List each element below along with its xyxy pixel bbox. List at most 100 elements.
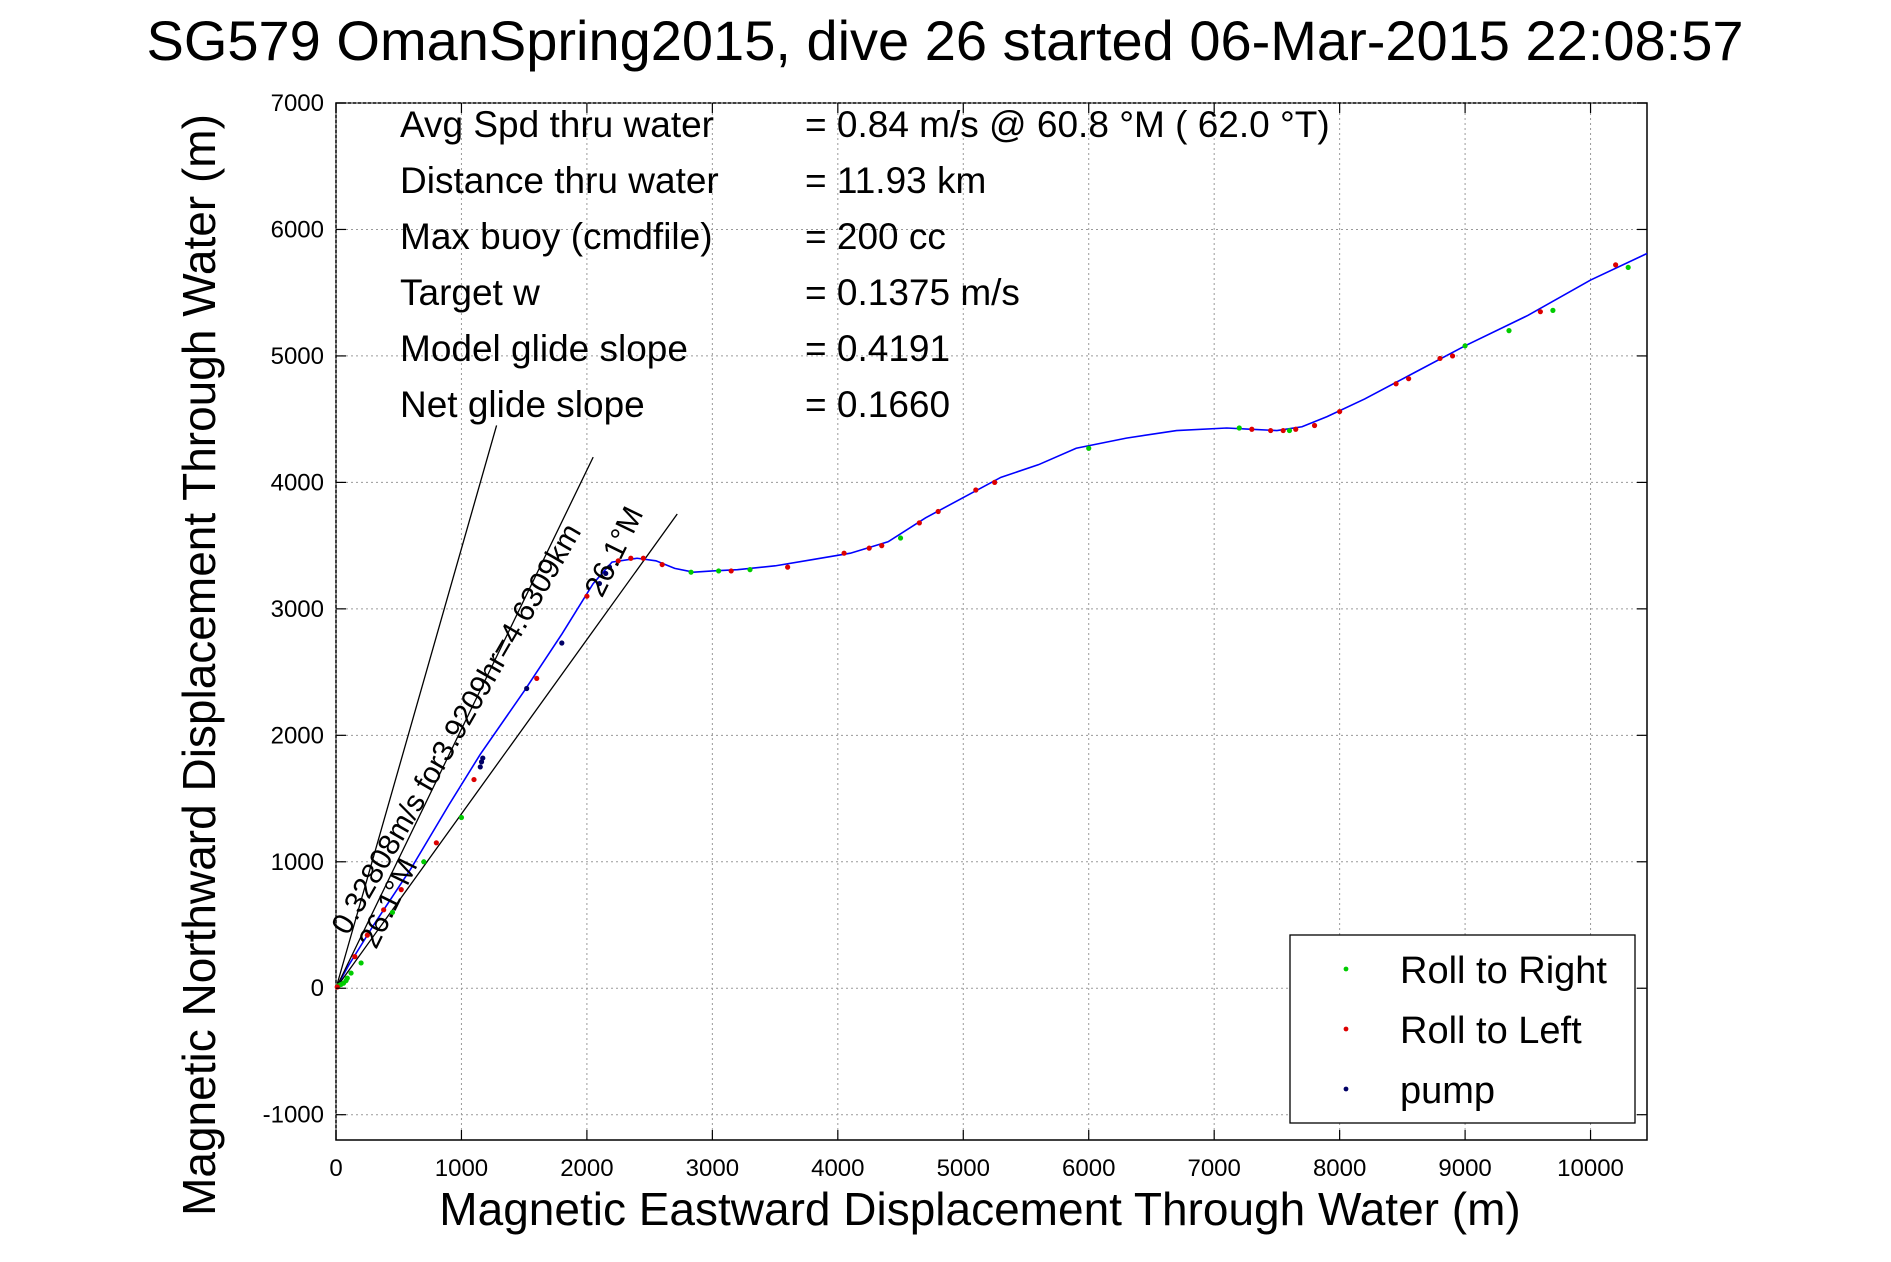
line-series-glide-line-1 — [335, 425, 498, 989]
x-tick-label: 7000 — [1187, 1155, 1240, 1182]
data-point — [1236, 425, 1242, 431]
data-point — [628, 555, 634, 561]
stats-panel: Avg Spd thru water = 0.84 m/s @ 60.8 °M (… — [400, 104, 1330, 425]
stat-value: = 200 cc — [805, 216, 946, 257]
legend-marker — [1343, 966, 1349, 972]
data-point — [596, 580, 603, 587]
data-point — [524, 685, 530, 692]
y-tick-label: 5000 — [271, 343, 324, 370]
y-tick-label: 0 — [311, 975, 324, 1002]
x-tick-label: 4000 — [811, 1155, 864, 1182]
data-point — [973, 487, 979, 493]
x-tick-label: 9000 — [1438, 1155, 1491, 1182]
data-point — [433, 840, 439, 846]
data-point — [1537, 309, 1543, 315]
stat-label: Max buoy (cmdfile) — [400, 216, 713, 257]
stat-value: = 0.4191 — [805, 328, 950, 369]
x-tick-label: 5000 — [937, 1155, 990, 1182]
stat-label: Distance thru water — [400, 160, 719, 201]
axes: 0 1000 2000 3000 4000 5000 6000 7000 8000 9000 100… — [263, 90, 1647, 1182]
data-point — [1280, 427, 1286, 434]
data-point — [1613, 262, 1619, 268]
data-point — [688, 569, 694, 575]
y-tick-label: -1000 — [263, 1102, 324, 1129]
data-point — [1311, 422, 1318, 429]
data-point — [935, 508, 941, 515]
stat-label: Target w — [400, 272, 540, 313]
data-point — [879, 543, 885, 549]
data-point — [1337, 408, 1343, 415]
x-tick-label: 6000 — [1062, 1155, 1115, 1182]
data-point — [659, 561, 665, 568]
data-point — [584, 593, 590, 599]
stat-value: = 0.1375 m/s — [805, 272, 1020, 313]
scatter-series-roll-to-left — [334, 262, 1619, 990]
legend-label: pump — [1400, 1070, 1495, 1112]
legend-label: Roll to Right — [1400, 950, 1607, 992]
data-point — [398, 887, 404, 893]
x-tick-label: 10000 — [1557, 1155, 1624, 1182]
data-point — [344, 975, 350, 981]
data-point — [1249, 426, 1255, 432]
data-point — [1449, 353, 1456, 359]
data-point — [559, 640, 565, 646]
legend-marker — [1343, 1026, 1349, 1032]
stat-value: = 11.93 km — [805, 160, 986, 201]
data-point — [458, 814, 465, 821]
data-point — [1550, 307, 1556, 313]
data-point — [1437, 355, 1443, 362]
data-point — [1462, 343, 1468, 349]
data-point — [1393, 381, 1399, 387]
stat-value: = 0.1660 — [805, 384, 950, 425]
data-point — [606, 564, 613, 570]
y-tick-label: 2000 — [271, 722, 324, 749]
data-point — [841, 550, 847, 556]
data-point — [348, 970, 354, 976]
data-point — [471, 776, 477, 783]
data-point — [866, 545, 872, 551]
data-point — [352, 954, 358, 960]
y-tick-label: 6000 — [271, 216, 324, 243]
data-point — [358, 960, 364, 966]
stat-label: Model glide slope — [400, 328, 688, 369]
scatter-series-pump — [477, 564, 613, 770]
stat-label: Avg Spd thru water — [400, 104, 714, 145]
line-series-glide-line-3 — [335, 456, 594, 989]
stat-value: = 0.84 m/s @ 60.8 °M ( 62.0 °T) — [805, 104, 1330, 145]
data-point — [1286, 427, 1293, 434]
data-point — [1406, 376, 1412, 382]
data-point — [785, 564, 791, 570]
chart-title: SG579 OmanSpring2015, dive 26 started 06… — [146, 9, 1743, 72]
x-axis-label: Magnetic Eastward Displacement Through W… — [439, 1183, 1520, 1235]
x-tick-label: 0 — [329, 1155, 342, 1182]
data-point — [1293, 426, 1299, 432]
y-tick-label: 7000 — [271, 90, 324, 117]
data-point — [640, 555, 646, 561]
data-point — [603, 570, 609, 577]
y-tick-label: 4000 — [271, 469, 324, 496]
stat-label: Net glide slope — [400, 384, 645, 425]
data-point — [1506, 328, 1512, 334]
data-point — [389, 909, 396, 915]
legend-label: Roll to Left — [1400, 1010, 1582, 1052]
data-point — [364, 932, 370, 938]
y-axis-label: Magnetic Northward Displacement Through … — [173, 114, 225, 1216]
data-point — [916, 520, 922, 526]
data-point — [421, 859, 427, 865]
legend: Roll to Right Roll to Left pump — [1289, 934, 1636, 1124]
line-series-glide-line-2 — [335, 513, 678, 989]
y-tick-label: 1000 — [271, 849, 324, 876]
x-tick-label: 3000 — [686, 1155, 739, 1182]
legend-marker — [1343, 1086, 1349, 1092]
data-point — [1086, 445, 1092, 451]
data-point — [747, 567, 753, 573]
data-point — [477, 764, 483, 770]
data-point — [897, 535, 904, 541]
data-point — [716, 568, 722, 574]
data-point — [728, 568, 734, 574]
data-point — [615, 558, 621, 564]
data-point — [480, 755, 486, 761]
x-tick-label: 8000 — [1313, 1155, 1366, 1182]
data-point — [992, 479, 998, 485]
